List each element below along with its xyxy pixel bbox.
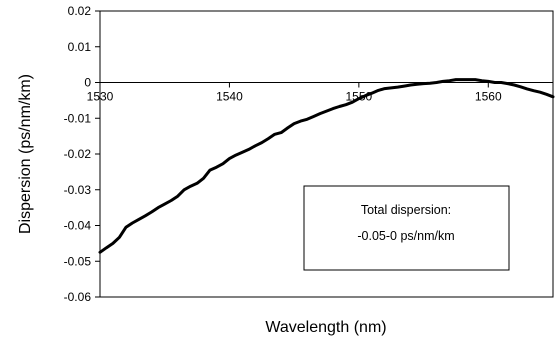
annotation-frame [303,185,510,271]
x-tick-label: 1550 [346,90,373,104]
series-group [98,78,555,254]
x-tick-label: 1560 [475,90,502,104]
series-line [98,78,555,254]
y-tick-label: 0 [84,76,91,90]
x-tick-label: 1540 [216,90,243,104]
y-tick-label: -0.01 [64,111,92,125]
y-tick-label: -0.06 [64,290,92,304]
y-tick-label: 0.02 [68,4,92,18]
y-tick-label: -0.03 [64,183,92,197]
annotation-box: Total dispersion: -0.05-0 ps/nm/km [303,185,510,271]
y-tick-label: -0.05 [64,254,92,268]
x-axis-title: Wavelength (nm) [265,319,386,336]
annotation-line-1: Total dispersion: [361,203,451,217]
annotation-line-2: -0.05-0 ps/nm/km [357,229,454,243]
y-axis-title: Dispersion (ps/nm/km) [17,74,34,234]
x-axis-ticks: 1530 1540 1550 1560 [87,82,502,104]
plot-area-frame [99,10,554,298]
y-tick-label: -0.02 [64,147,92,161]
y-tick-label: -0.04 [64,219,92,233]
y-axis-ticks: 0.02 0.01 0 -0.01 -0.02 -0.03 -0.04 -0.05 -0.06 [64,4,100,304]
y-tick-label: 0.01 [68,40,92,54]
